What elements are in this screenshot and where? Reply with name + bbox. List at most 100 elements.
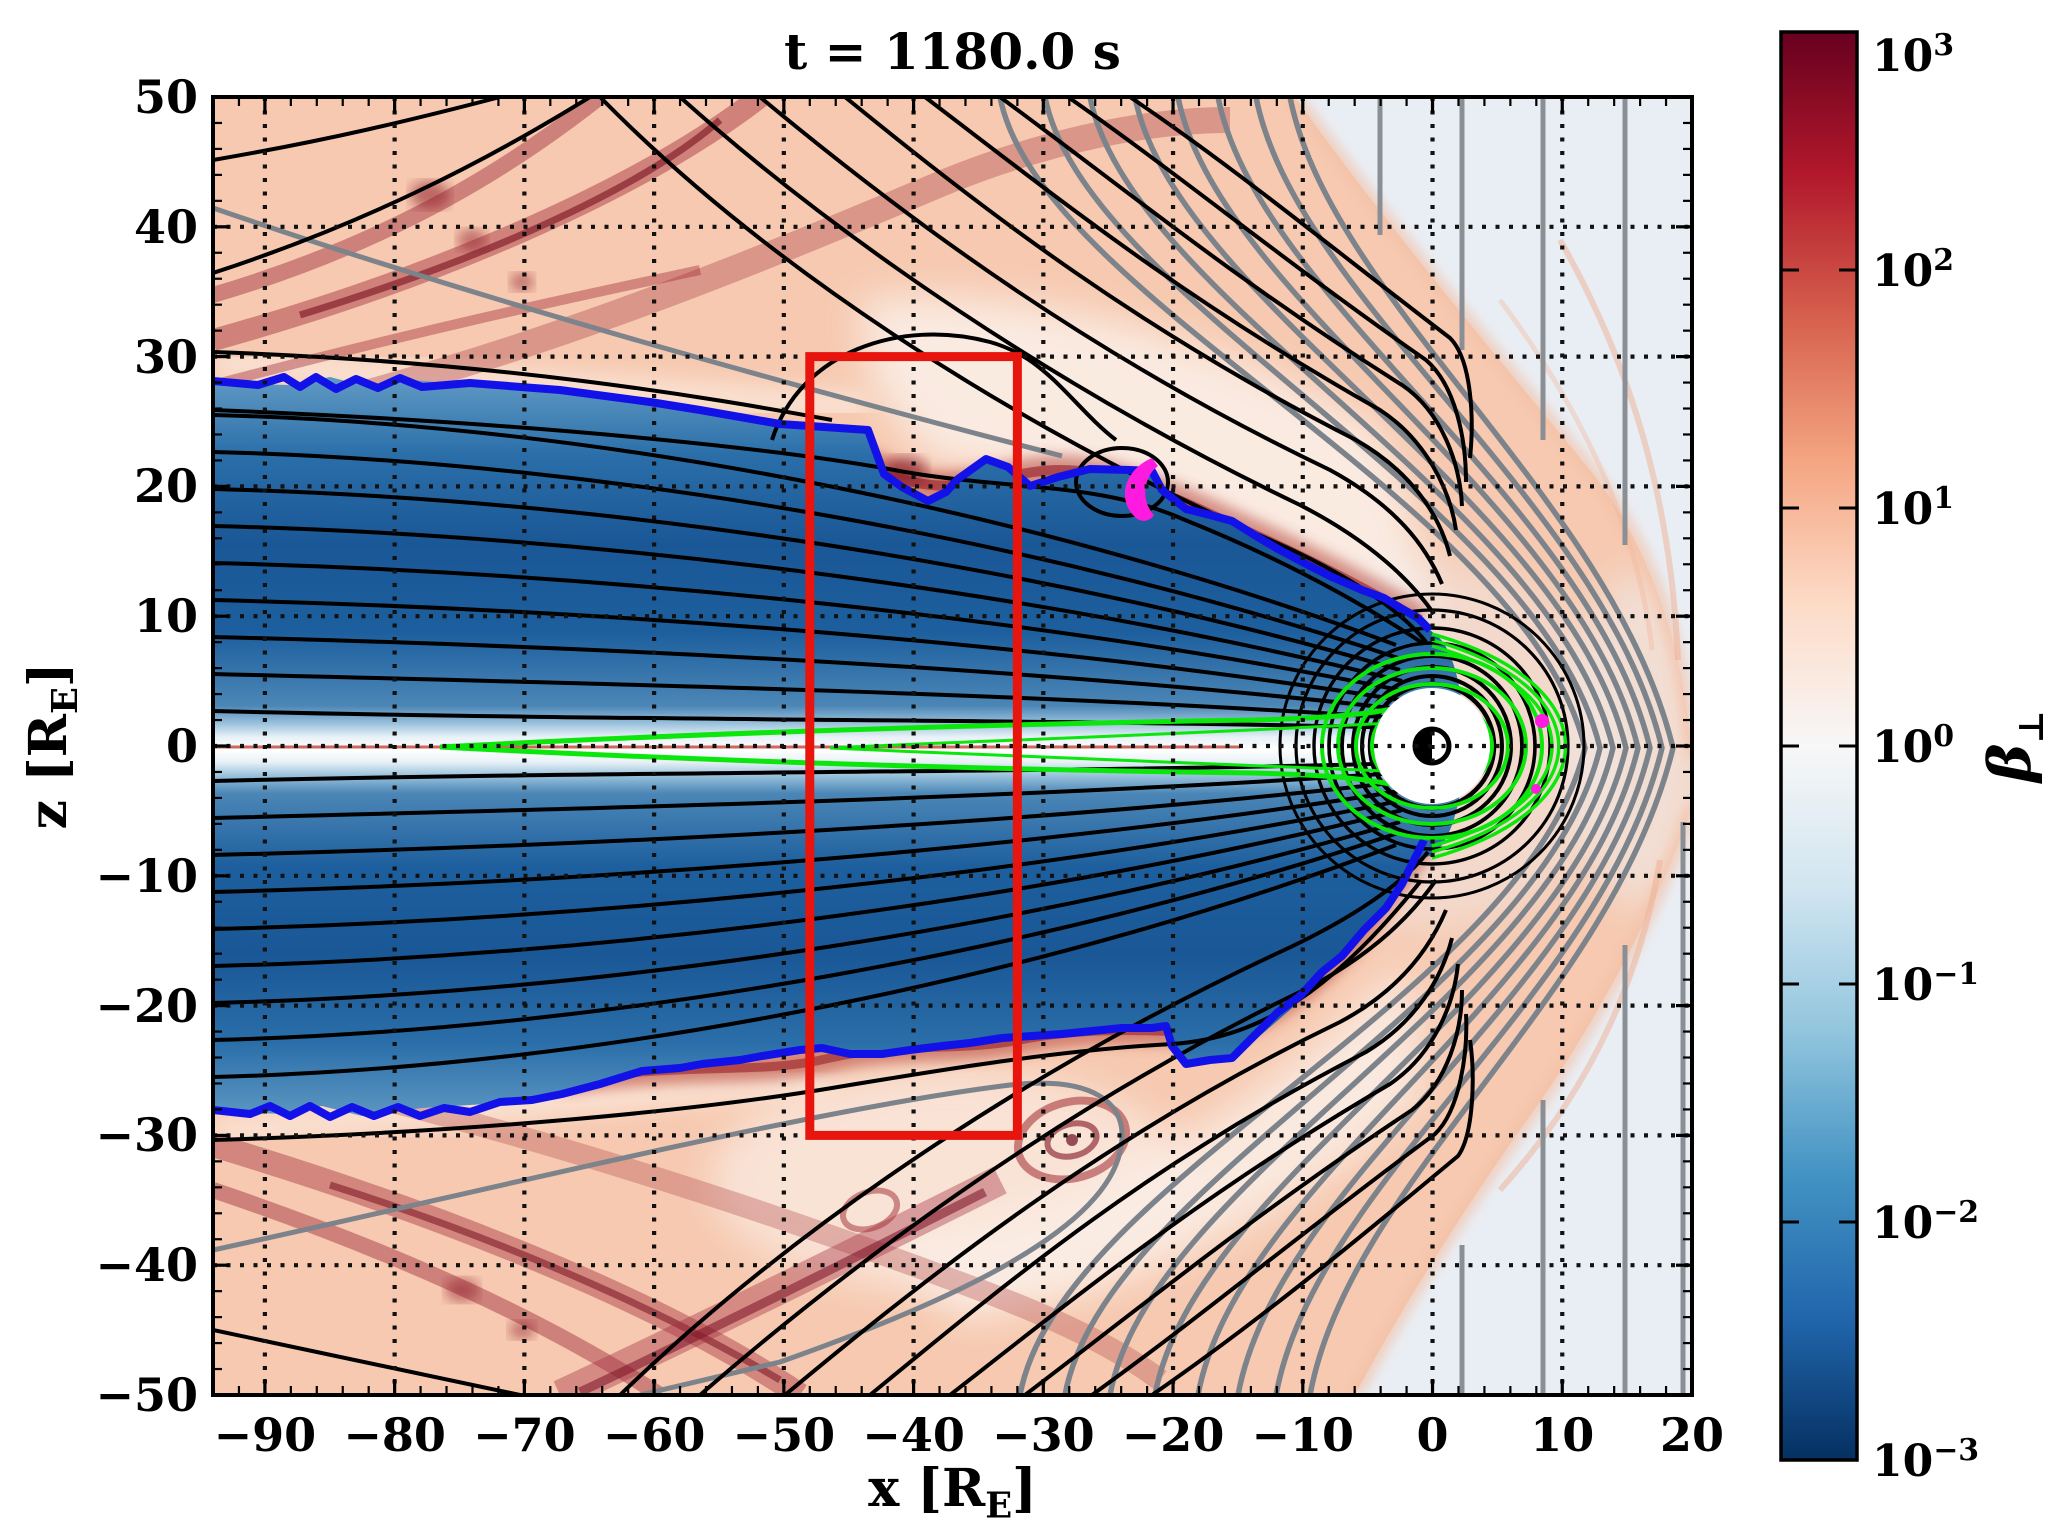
colorbar-tick-exponent: −1: [1933, 957, 1980, 993]
colorbar-tick-base: 10: [1872, 245, 1934, 297]
x-tick-label: 20: [1659, 1408, 1725, 1462]
draped-field-line: [868, 937, 1454, 1395]
x-axis-label-text: x [R: [868, 1458, 986, 1519]
colorbar-tick-base: 10: [1872, 483, 1934, 535]
draped-field-line: [698, 878, 1438, 1395]
field-line-loop: [1074, 446, 1170, 518]
beta-streak: [328, 1181, 782, 1384]
colorbar-label: β⊥: [1976, 710, 2052, 782]
boundary-upper: [213, 373, 1433, 633]
lobe-field-line: [213, 779, 1409, 857]
red-analysis-box: [805, 352, 1022, 1140]
sheath-ripple: [1497, 298, 1655, 651]
beta-streak: [578, 1187, 988, 1395]
draped-field-line: [1128, 97, 1474, 459]
draped-field-line: [758, 97, 1444, 585]
draped-field-line: [1066, 97, 1468, 483]
lobe-field-line: [213, 487, 1401, 672]
sheath-ripple: [1557, 238, 1681, 661]
bow-shock-edge: [1349, 806, 1692, 1395]
lobe-field-line: [213, 820, 1401, 1005]
closed-field-line: [829, 720, 1411, 750]
colorbar-tick-base: 10: [1872, 1435, 1934, 1487]
plasma-sheet-boundary: [213, 373, 1433, 1121]
beta-knot: [410, 181, 450, 209]
magnetosheath-field-line: [1042, 97, 1603, 1395]
colorbar-tick-label: 103: [1872, 28, 1954, 82]
colorbar-tick-label: 10−2: [1872, 1195, 1979, 1249]
beta-knot: [445, 1278, 479, 1302]
colorbar-tick-base: 10: [1872, 1197, 1934, 1249]
vortex-core: [1066, 1134, 1078, 1146]
colorbar-tick-exponent: 0: [1933, 719, 1955, 755]
draped-field-line: [998, 97, 1464, 507]
field-line: [213, 350, 833, 422]
x-axis-label-sub: E: [985, 1485, 1013, 1527]
draped-field-line: [1150, 1039, 1475, 1395]
colorbar-tick-exponent: −3: [1933, 1433, 1980, 1469]
beta-knot: [509, 1321, 535, 1339]
colorbar-tick-base: 10: [1872, 721, 1934, 773]
x-tick-label: −30: [992, 1408, 1095, 1462]
x-tick-label: −70: [473, 1408, 576, 1462]
x-tick-label: 0: [1416, 1408, 1449, 1462]
colorbar-tick-label: 10−1: [1872, 957, 1979, 1011]
inner-field-line: [1327, 641, 1537, 851]
plot-title: t = 1180.0 s: [784, 22, 1121, 81]
x-tick-label: −90: [213, 1408, 317, 1462]
vortex-ring: [1044, 1120, 1100, 1160]
y-axis-label-close: ]: [17, 662, 79, 688]
draped-field-line: [1023, 989, 1464, 1395]
y-axis-label-sub: E: [45, 687, 87, 715]
magnetosheath-field-line: [1253, 97, 1665, 1395]
draped-field-lines: [598, 97, 1475, 1395]
lobe-field-line: [213, 450, 1399, 660]
beta-streak: [298, 117, 723, 319]
pale-zone: [213, 1065, 832, 1145]
lobe-field-line: [213, 709, 1413, 730]
magnetosheath-field-line: [1087, 97, 1616, 1395]
lobe-field-line: [213, 843, 1397, 1079]
y-tick-label: −20: [95, 978, 198, 1033]
gridlines: [213, 97, 1692, 1395]
beta-streak: [213, 1049, 1167, 1389]
y-tick-label: 20: [133, 459, 198, 514]
boundary-lower: [213, 838, 1428, 1121]
x-tick-label: 10: [1530, 1408, 1595, 1462]
beta-knot: [457, 229, 487, 251]
field-line: [213, 408, 1426, 646]
field-line: [213, 97, 501, 162]
x-tick-label: −40: [862, 1408, 965, 1462]
draped-field-line: [783, 909, 1448, 1395]
y-tick-label: 10: [133, 589, 198, 644]
draped-field-line: [948, 963, 1460, 1395]
colorbar-tick-label: 10−3: [1872, 1433, 1979, 1487]
beta-streak: [213, 265, 702, 390]
solar-wind-region: [1295, 97, 1692, 758]
colorbar-tick-base: 10: [1872, 959, 1934, 1011]
lobe-field-line: [213, 808, 1403, 968]
colorbar-tick-exponent: 3: [1933, 28, 1955, 64]
annotations: [805, 352, 1022, 1140]
magenta-spot: [1531, 784, 1541, 794]
x-tick-label: −20: [1121, 1408, 1225, 1462]
y-tick-label: 40: [133, 199, 198, 254]
colorbar-tick-base: 10: [1872, 30, 1934, 82]
dayside-field-line: [1431, 638, 1561, 854]
lobe-field-line: [213, 788, 1407, 894]
magnetosheath-field-line: [1132, 97, 1629, 1395]
lobe-field-line: [213, 524, 1403, 683]
draped-field-line: [618, 850, 1430, 1395]
x-tick-label: −10: [1251, 1408, 1355, 1462]
beta-streak: [213, 107, 1231, 443]
solar-wind-field-line: [213, 205, 1063, 459]
dipole-field-line: [1354, 682, 1510, 810]
y-axis-label: z [RE]: [18, 662, 86, 829]
y-tick-label: 0: [165, 719, 198, 773]
lobe-field-line: [213, 598, 1407, 703]
draped-field-line: [843, 97, 1452, 557]
x-axis-label-close: ]: [1012, 1458, 1037, 1519]
x-tick-label: −60: [602, 1408, 706, 1462]
closed-field-line: [829, 746, 1411, 774]
